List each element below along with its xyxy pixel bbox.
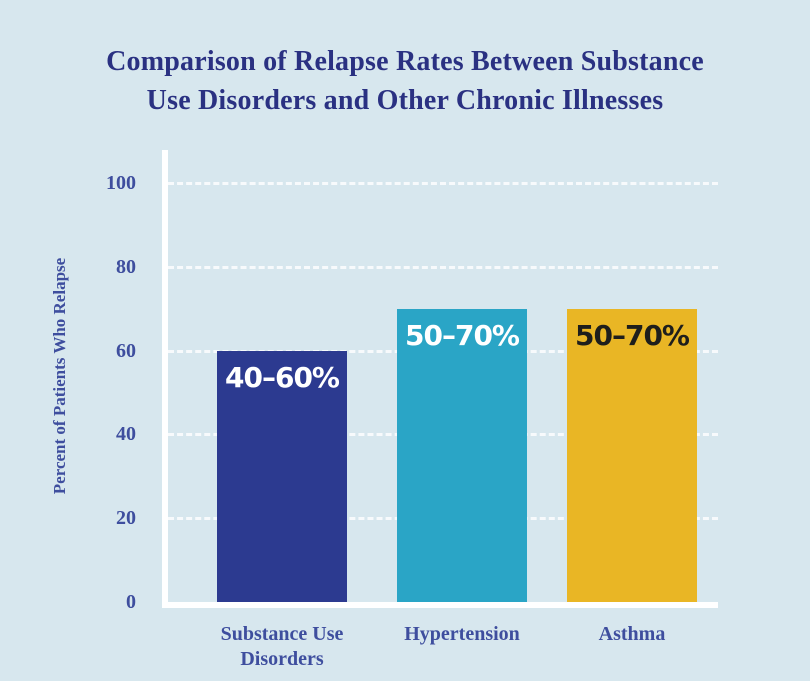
y-tick-label: 60 <box>116 339 136 362</box>
x-category-label-substance-use-disorders: Substance Use Disorders <box>220 623 344 670</box>
y-axis-line <box>162 150 168 608</box>
y-axis-title: Percent of Patients Who Relapse <box>50 257 69 495</box>
x-axis-line <box>162 602 718 608</box>
y-tick-label: 100 <box>106 172 136 194</box>
gridline <box>168 182 718 185</box>
x-category-label-asthma: Asthma <box>598 623 666 645</box>
y-tick-label: 20 <box>116 507 136 530</box>
bar-value-label: 50–70% <box>575 319 690 352</box>
bar-substance-use-disorders: 40–60% <box>217 351 347 602</box>
y-tick-label: 80 <box>116 255 136 278</box>
bar-hypertension: 50–70% <box>397 309 527 602</box>
bar-value-label: 50–70% <box>405 319 520 352</box>
y-tick-label: 0 <box>126 591 136 613</box>
chart-title: Comparison of Relapse Rates Between Subs… <box>10 42 800 120</box>
x-category-label-hypertension: Hypertension <box>404 623 520 645</box>
bar-value-label: 40–60% <box>225 361 340 394</box>
chart-title-line2: Use Disorders and Other Chronic Illnesse… <box>146 85 664 116</box>
bar-asthma: 50–70% <box>567 309 697 602</box>
y-tick-label: 40 <box>116 423 136 446</box>
gridline <box>168 265 718 269</box>
chart-title-line1: Comparison of Relapse Rates Between Subs… <box>106 46 704 77</box>
